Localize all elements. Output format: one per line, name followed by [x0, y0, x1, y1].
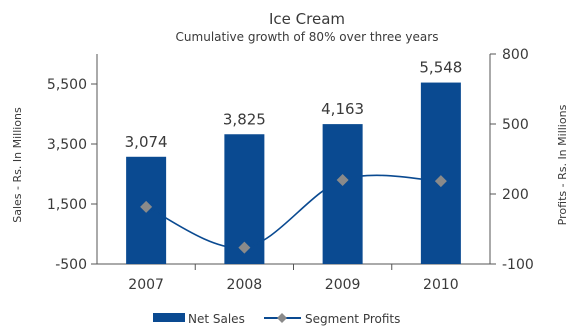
- x-tick-label: 2007: [128, 277, 164, 293]
- bar-value-label: 3,074: [125, 133, 168, 151]
- profit-marker: [140, 200, 153, 213]
- y2-tick-label: 200: [502, 187, 529, 203]
- y-axis-title: Sales - Rs. In Millions: [11, 107, 24, 223]
- y2-tick-label: 500: [502, 117, 529, 133]
- y-tick-label: 5,500: [47, 77, 87, 93]
- bar-value-label: 3,825: [223, 110, 266, 128]
- legend-label-net-sales: Net Sales: [188, 312, 245, 326]
- y-tick-label: 1,500: [47, 197, 87, 213]
- x-tick-label: 2008: [227, 277, 263, 293]
- chart-subtitle: Cumulative growth of 80% over three year…: [176, 30, 439, 44]
- x-tick-label: 2010: [423, 277, 459, 293]
- plot-area: -500 1,500 3,500 5,500 -100 200 500 800 2007 2008…: [47, 47, 534, 293]
- profit-line: [145, 174, 441, 249]
- bar: [322, 124, 363, 264]
- profit-marker: [336, 174, 349, 186]
- legend: Net Sales Segment Profits: [153, 312, 400, 326]
- x-tick-label: 2009: [325, 277, 361, 293]
- legend-swatch-net-sales: [153, 313, 185, 322]
- y-tick-label: -500: [55, 257, 87, 273]
- y2-axis-title: Profits - Rs. In Millions: [556, 104, 569, 225]
- y-tick-label: 3,500: [47, 137, 87, 153]
- bar-value-label: 4,163: [321, 100, 364, 118]
- legend-label-segment-profits: Segment Profits: [305, 312, 400, 326]
- chart-title: Ice Cream: [269, 10, 345, 28]
- bar: [420, 82, 461, 264]
- bar-value-label: 5,548: [419, 59, 462, 77]
- legend-marker-segment-profits: [277, 313, 287, 323]
- profit-marker: [238, 241, 251, 254]
- y2-tick-label: 800: [502, 47, 529, 63]
- profit-marker: [434, 175, 447, 188]
- y2-tick-label: -100: [502, 257, 534, 273]
